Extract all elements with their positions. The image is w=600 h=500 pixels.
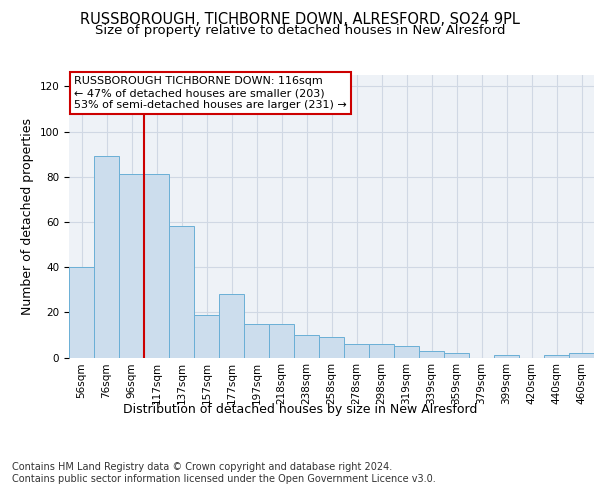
Text: RUSSBOROUGH, TICHBORNE DOWN, ALRESFORD, SO24 9PL: RUSSBOROUGH, TICHBORNE DOWN, ALRESFORD, … — [80, 12, 520, 28]
Bar — [94, 156, 119, 358]
Bar — [544, 355, 569, 358]
Bar — [144, 174, 169, 358]
Bar — [444, 353, 469, 358]
Bar — [494, 355, 519, 358]
Text: Size of property relative to detached houses in New Alresford: Size of property relative to detached ho… — [95, 24, 505, 37]
Text: Distribution of detached houses by size in New Alresford: Distribution of detached houses by size … — [123, 402, 477, 415]
Bar — [244, 324, 269, 358]
Text: Contains HM Land Registry data © Crown copyright and database right 2024.: Contains HM Land Registry data © Crown c… — [12, 462, 392, 472]
Bar — [394, 346, 419, 358]
Bar — [69, 267, 94, 358]
Bar — [169, 226, 194, 358]
Bar — [319, 337, 344, 357]
Text: RUSSBOROUGH TICHBORNE DOWN: 116sqm
← 47% of detached houses are smaller (203)
53: RUSSBOROUGH TICHBORNE DOWN: 116sqm ← 47%… — [74, 76, 347, 110]
Bar — [419, 350, 444, 358]
Y-axis label: Number of detached properties: Number of detached properties — [21, 118, 34, 315]
Bar — [294, 335, 319, 357]
Bar — [269, 324, 294, 358]
Bar — [119, 174, 144, 358]
Bar — [344, 344, 369, 358]
Bar — [369, 344, 394, 358]
Bar — [194, 314, 219, 358]
Text: Contains public sector information licensed under the Open Government Licence v3: Contains public sector information licen… — [12, 474, 436, 484]
Bar — [219, 294, 244, 358]
Bar — [569, 353, 594, 358]
